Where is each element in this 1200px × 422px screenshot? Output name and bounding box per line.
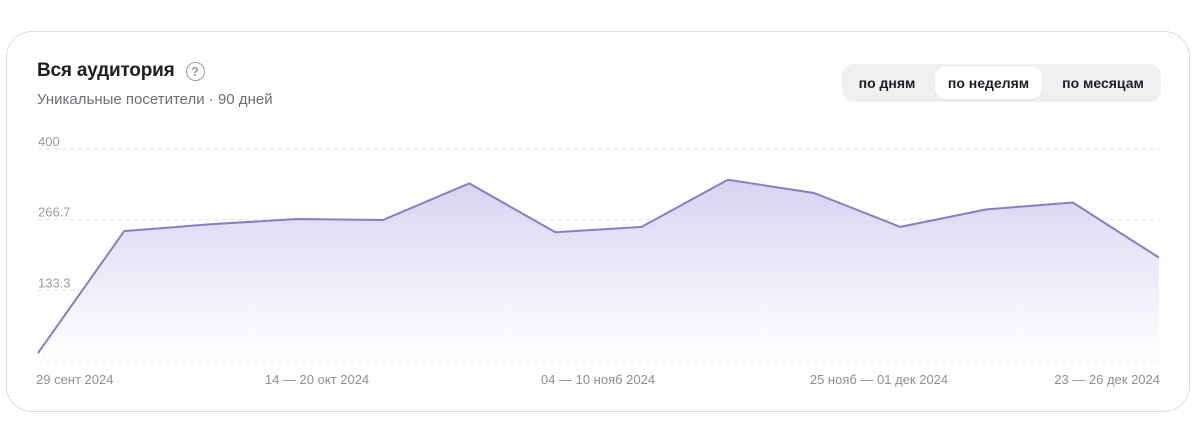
x-tick-label: 04 — 10 нояб 2024 xyxy=(541,372,655,387)
x-tick-label: 25 нояб — 01 дек 2024 xyxy=(810,372,948,387)
x-tick-label: 29 сент 2024 xyxy=(36,372,113,387)
card-subtitle: Уникальные посетители · 90 дней xyxy=(37,91,273,108)
period-switch: по дням по неделям по месяцам xyxy=(842,64,1161,102)
y-tick-label: 266.7 xyxy=(38,205,71,220)
y-tick-label: 133.3 xyxy=(38,275,71,290)
period-option-months[interactable]: по месяцам xyxy=(1062,75,1144,91)
y-tick-label: 400 xyxy=(38,134,60,149)
title-row: Вся аудитория ? xyxy=(37,60,205,82)
x-axis-ticks: 29 сент 2024 14 — 20 окт 2024 04 — 10 нояб… xyxy=(36,372,1160,387)
period-option-days[interactable]: по дням xyxy=(858,75,916,91)
card-title: Вся аудитория xyxy=(37,60,175,81)
series-line xyxy=(37,178,1160,354)
x-tick-label: 23 — 26 дек 2024 xyxy=(1054,372,1160,387)
series-area xyxy=(38,179,1159,361)
x-tick-label: 14 — 20 окт 2024 xyxy=(265,372,369,387)
question-circle-icon[interactable]: ? xyxy=(185,61,205,81)
period-option-weeks[interactable]: по неделям xyxy=(935,67,1042,99)
help-glyph: ? xyxy=(191,63,199,79)
